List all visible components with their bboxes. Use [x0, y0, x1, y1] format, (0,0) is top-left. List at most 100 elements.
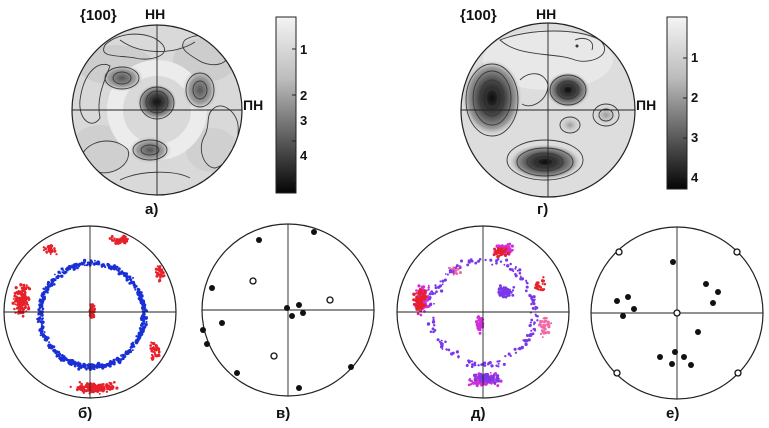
- scatter-dot: [514, 266, 517, 269]
- scatter-dot: [79, 387, 83, 391]
- pole-dot: [620, 313, 626, 319]
- scatter-dot: [103, 364, 106, 367]
- pole-ring: [615, 248, 623, 256]
- scatter-dot: [14, 286, 18, 290]
- scatter-dot: [110, 238, 113, 241]
- scatter-dot: [111, 266, 115, 270]
- scatter-dot: [444, 273, 447, 275]
- pole-dot: [695, 329, 701, 335]
- scatter-dot: [49, 283, 54, 287]
- scatter-dot: [49, 344, 53, 348]
- scatter-dot: [470, 360, 474, 363]
- scatter-dot: [100, 263, 103, 267]
- scatter-dot: [127, 278, 130, 281]
- scatter-dot: [502, 289, 505, 292]
- scatter-dot: [545, 317, 548, 320]
- scatter-dot: [493, 381, 497, 385]
- scatter-dot: [53, 249, 57, 253]
- pole-dot: [348, 364, 354, 370]
- scatter-dot: [503, 263, 506, 266]
- scatter-dot: [150, 341, 153, 344]
- scatter-dot: [428, 295, 432, 300]
- scatter-dot: [91, 306, 94, 310]
- scatter-dot: [151, 346, 154, 349]
- scatter-dot: [498, 245, 502, 249]
- scatter-dot: [425, 305, 428, 309]
- panel-v-caption: в): [276, 405, 290, 422]
- scatter-dot: [13, 307, 16, 310]
- scatter-dot: [50, 346, 53, 350]
- scale-g-tick: 3: [691, 130, 698, 145]
- scatter-dot: [506, 243, 510, 247]
- scatter-dot: [134, 284, 137, 287]
- scatter-dot: [117, 360, 120, 364]
- scatter-dot: [435, 290, 438, 294]
- scatter-dot: [517, 347, 520, 350]
- scatter-dot: [76, 266, 79, 270]
- scatter-dot: [417, 307, 420, 311]
- scatter-dot: [153, 352, 157, 355]
- scatter-dot: [518, 271, 522, 275]
- scatter-dot: [90, 304, 94, 308]
- scatter-dot: [95, 385, 98, 388]
- scatter-dot: [44, 290, 47, 294]
- scatter-dot: [46, 283, 49, 286]
- scatter-dot: [531, 298, 535, 303]
- scatter-dot: [128, 277, 131, 280]
- scatter-dot: [417, 284, 421, 288]
- scatter-dot: [501, 251, 505, 254]
- scatter-dot: [112, 359, 116, 362]
- scatter-dot: [477, 259, 481, 263]
- scatter-dot: [50, 278, 54, 283]
- scatter-dot: [53, 273, 56, 276]
- scatter-dot: [141, 294, 144, 297]
- scatter-dot: [96, 363, 99, 367]
- scatter-dot: [484, 375, 487, 378]
- scatter-dot: [121, 353, 125, 357]
- pole-dot: [614, 298, 620, 304]
- scatter-dot: [525, 279, 528, 282]
- scatter-dot: [525, 285, 529, 289]
- scatter-dot: [448, 269, 453, 273]
- scatter-dot: [99, 365, 103, 369]
- scatter-dot: [483, 361, 487, 365]
- scatter-dot: [17, 298, 21, 302]
- scatter-dot: [444, 340, 447, 344]
- scatter-dot: [529, 321, 532, 324]
- scatter-dot: [85, 386, 88, 389]
- scatter-dot: [83, 363, 87, 368]
- scatter-dot: [137, 288, 140, 291]
- scatter-dot: [159, 276, 162, 279]
- scatter-dot: [69, 385, 72, 389]
- scatter-dot: [542, 332, 546, 335]
- pole-dot: [200, 327, 206, 333]
- scatter-dot: [61, 271, 64, 274]
- scatter-dot: [530, 302, 533, 306]
- scatter-dot: [123, 239, 127, 243]
- panel-a-axis-top: НН: [145, 6, 165, 22]
- scatter-dot: [512, 285, 516, 289]
- panel-g-axis-top: НН: [536, 6, 556, 22]
- pole-dot: [219, 320, 225, 326]
- panel-d-caption: д): [471, 405, 486, 422]
- scatter-dot: [434, 286, 438, 290]
- scatter-dot: [502, 362, 506, 366]
- scatter-dot: [439, 345, 444, 349]
- scatter-dot: [498, 284, 502, 288]
- scatter-dot: [25, 301, 29, 304]
- panel-e-caption: е): [666, 405, 679, 422]
- scatter-dot: [531, 296, 534, 299]
- scatter-dot: [24, 306, 27, 309]
- scatter-dot: [37, 313, 40, 316]
- scatter-dot: [70, 358, 75, 363]
- scatter-dot: [144, 316, 148, 320]
- scale-a-tick: 3: [300, 113, 307, 128]
- scatter-dot: [506, 251, 510, 256]
- scatter-dot: [534, 286, 537, 290]
- scatter-dot: [38, 309, 41, 313]
- scatter-dot: [62, 357, 66, 361]
- scatter-dot: [525, 334, 529, 337]
- scatter-dot: [13, 294, 17, 298]
- scatter-dot: [40, 301, 44, 304]
- scatter-dot: [18, 307, 22, 311]
